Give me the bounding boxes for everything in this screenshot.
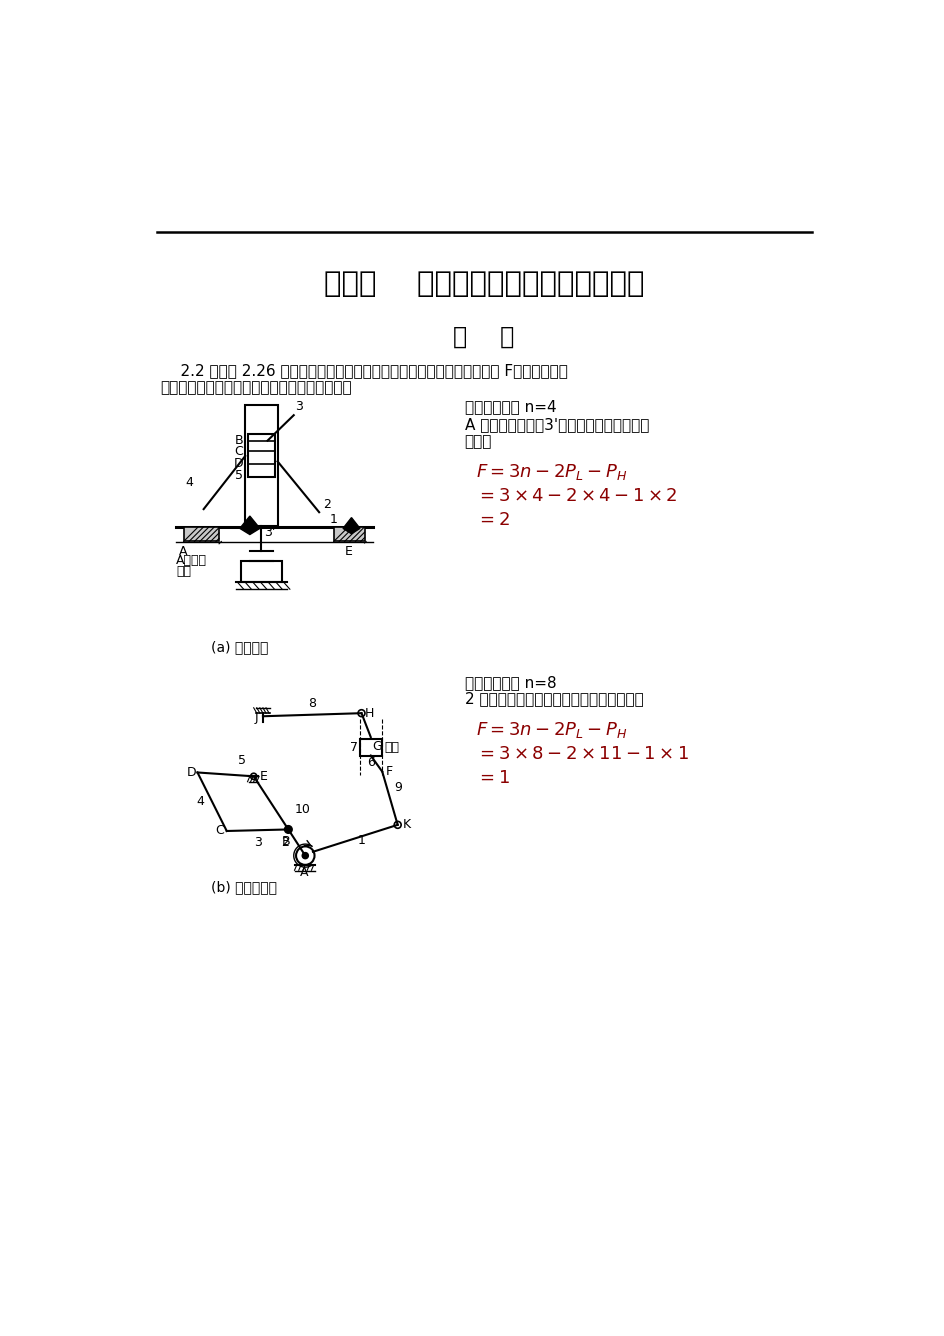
Text: F: F: [385, 766, 392, 778]
Text: 铰链: 铰链: [176, 565, 191, 577]
Text: 10: 10: [295, 803, 310, 815]
Text: H: H: [364, 707, 374, 720]
Text: D: D: [186, 766, 195, 779]
Bar: [241, 561, 282, 582]
Text: E: E: [260, 770, 267, 783]
Circle shape: [284, 826, 292, 834]
Bar: [247, 434, 275, 477]
Text: J: J: [255, 711, 258, 724]
Text: 8: 8: [308, 697, 316, 711]
Bar: [360, 739, 381, 756]
Text: $= 2$: $= 2$: [476, 512, 510, 529]
Text: 解：活动构件 n=4: 解：活动构件 n=4: [464, 399, 556, 414]
Text: 3: 3: [295, 399, 303, 413]
Text: E: E: [345, 545, 353, 557]
Text: 锯刀: 锯刀: [384, 740, 399, 754]
Text: 4: 4: [196, 795, 204, 808]
Text: B: B: [281, 835, 290, 848]
Text: 1: 1: [357, 834, 365, 847]
Text: $F = 3n - 2P_L - P_H$: $F = 3n - 2P_L - P_H$: [476, 462, 627, 482]
Text: 2: 2: [281, 836, 289, 850]
Text: 由度、复合铰链、虚约束，请在图上明确指出。: 由度、复合铰链、虚约束，请在图上明确指出。: [160, 379, 352, 394]
Text: 5: 5: [238, 754, 245, 767]
Text: 习    题: 习 题: [453, 325, 514, 349]
Text: 3': 3': [264, 526, 276, 538]
Text: 2.2 抄画图 2.26 所示机构简图，补注构件号、运动副符号、计算自由度 F。若有局部自: 2.2 抄画图 2.26 所示机构简图，补注构件号、运动副符号、计算自由度 F。…: [160, 363, 566, 378]
Text: C: C: [234, 445, 243, 458]
Text: (a) 周转轮系: (a) 周转轮系: [211, 640, 268, 655]
Text: G: G: [372, 740, 381, 754]
Text: $= 3 \times 8 - 2 \times 11 - 1 \times 1$: $= 3 \times 8 - 2 \times 11 - 1 \times 1…: [476, 744, 688, 763]
Text: 4: 4: [185, 476, 193, 489]
Text: A 处为复合铰链，3'处为虚约束，无局部自: A 处为复合铰链，3'处为虚约束，无局部自: [464, 417, 649, 433]
Text: A处复合: A处复合: [176, 554, 207, 566]
Text: 2: 2: [323, 498, 330, 510]
Text: $= 1$: $= 1$: [476, 770, 510, 787]
Text: C: C: [215, 824, 224, 838]
Polygon shape: [240, 516, 260, 534]
Polygon shape: [343, 517, 360, 534]
Bar: [183, 526, 219, 541]
Circle shape: [302, 852, 308, 859]
Text: 5: 5: [235, 469, 243, 482]
Text: 9: 9: [394, 782, 401, 795]
Bar: [244, 405, 278, 526]
Text: A: A: [299, 867, 308, 879]
Text: D: D: [233, 457, 243, 470]
Text: (b) 锯木机机构: (b) 锯木机机构: [211, 880, 277, 894]
Text: B: B: [234, 434, 243, 448]
Text: 7: 7: [349, 740, 357, 754]
Text: 解：活动构件 n=8: 解：活动构件 n=8: [464, 675, 556, 689]
Text: $F = 3n - 2P_L - P_H$: $F = 3n - 2P_L - P_H$: [476, 720, 627, 740]
Bar: [333, 526, 364, 541]
Text: K: K: [403, 819, 411, 831]
Text: 6: 6: [366, 756, 374, 770]
Text: $= 3 \times 4 - 2 \times 4 - 1 \times 2$: $= 3 \times 4 - 2 \times 4 - 1 \times 2$: [476, 486, 677, 505]
Text: 由度。: 由度。: [464, 434, 492, 449]
Text: 第二章    平面机构的自由度和速度分析: 第二章 平面机构的自由度和速度分析: [324, 270, 644, 298]
Text: 1: 1: [329, 513, 337, 526]
Text: 3: 3: [253, 836, 261, 850]
Text: 2 为无局部自由度，无复合铰链，无虚约束: 2 为无局部自由度，无复合铰链，无虚约束: [464, 692, 643, 707]
Text: A: A: [179, 545, 188, 557]
